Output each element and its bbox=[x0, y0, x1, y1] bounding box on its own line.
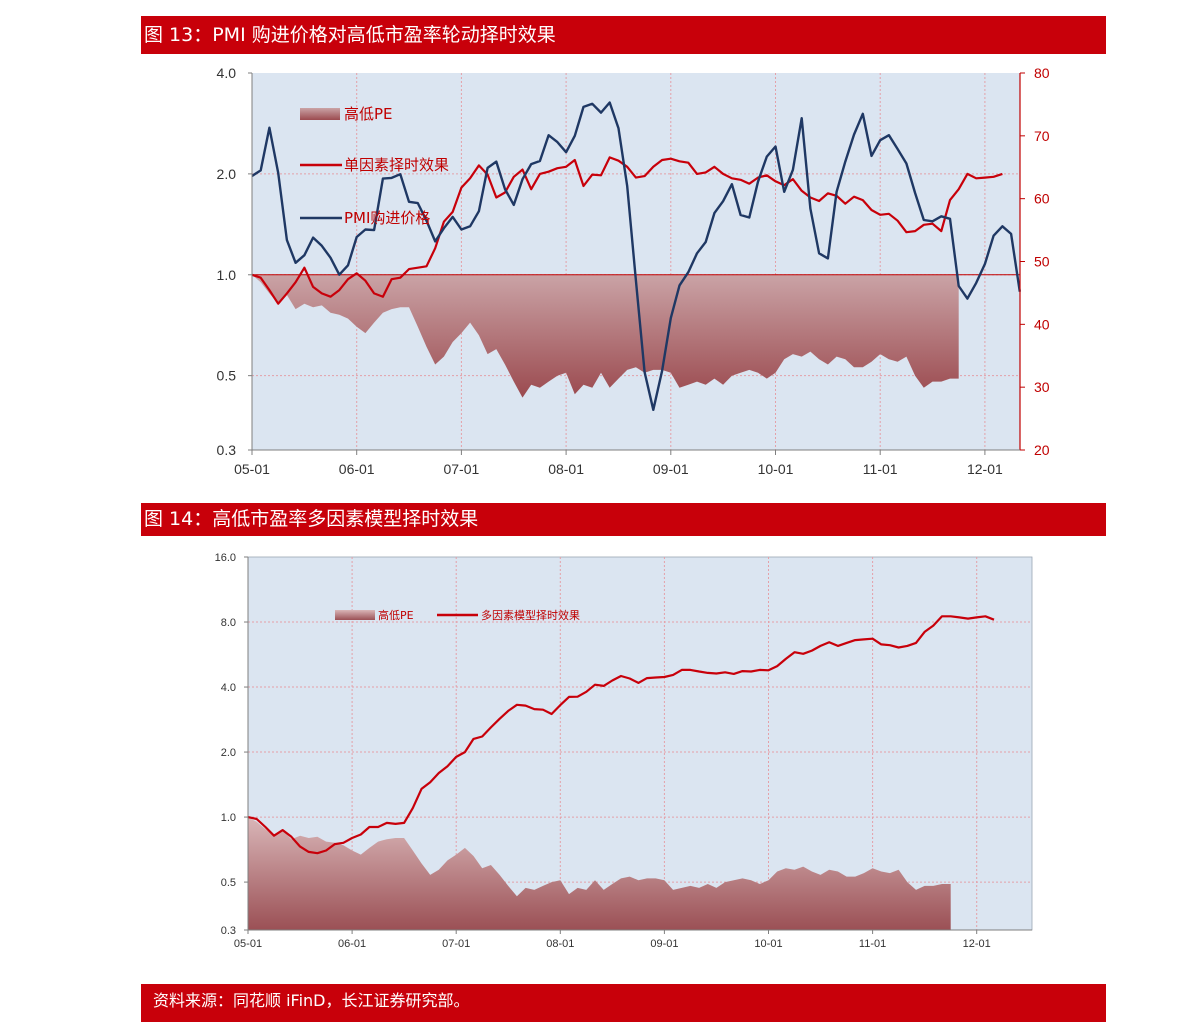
series-area-high-low-pe bbox=[248, 817, 951, 930]
y-tick-label-left: 2.0 bbox=[217, 166, 237, 182]
figure-14-title: 图 14：高低市盈率多因素模型择时效果 bbox=[141, 503, 1106, 536]
y-tick-label-left: 8.0 bbox=[221, 617, 236, 629]
y-tick-label-right: 30 bbox=[1034, 379, 1050, 395]
x-tick-label: 08-01 bbox=[548, 461, 584, 477]
x-tick-label: 05-01 bbox=[234, 938, 262, 950]
y-tick-label-left: 4.0 bbox=[221, 682, 236, 694]
y-tick-label-left: 0.3 bbox=[217, 442, 237, 458]
x-tick-label: 10-01 bbox=[758, 461, 794, 477]
y-tick-label-right: 50 bbox=[1034, 254, 1050, 270]
y-tick-label-left: 4.0 bbox=[217, 65, 237, 81]
y-tick-label-left: 1.0 bbox=[221, 812, 236, 824]
series-line-multi-factor bbox=[247, 615, 995, 855]
series-line-single-factor bbox=[251, 156, 1003, 305]
legend-label: 单因素择时效果 bbox=[344, 156, 449, 174]
y-tick-label-left: 0.5 bbox=[221, 877, 236, 889]
legend: 高低PE 单因素择时效果 PMI购进价格 bbox=[300, 105, 449, 227]
y-tick-label-left: 2.0 bbox=[221, 747, 236, 759]
series-area-high-low-pe bbox=[252, 274, 959, 398]
legend: 高低PE 多因素模型择时效果 bbox=[335, 608, 580, 622]
x-tick-label: 12-01 bbox=[963, 938, 991, 950]
x-tick-label: 06-01 bbox=[338, 938, 366, 950]
x-tick-label: 10-01 bbox=[754, 938, 782, 950]
legend-swatch-area bbox=[300, 108, 340, 120]
legend-label: 高低PE bbox=[378, 608, 414, 622]
y-tick-label-right: 70 bbox=[1034, 128, 1050, 144]
chart-pmi-rotation: 4.0 2.0 1.0 0.5 0.3 80 70 60 50 40 30 20 05-01 06-01 0… bbox=[217, 65, 1050, 477]
y-tick-label-right: 40 bbox=[1034, 316, 1050, 332]
x-tick-label: 07-01 bbox=[443, 461, 479, 477]
legend-label: 高低PE bbox=[344, 105, 393, 123]
y-tick-label-right: 60 bbox=[1034, 191, 1050, 207]
figure-13-title: 图 13：PMI 购进价格对高低市盈率轮动择时效果 bbox=[141, 16, 1106, 54]
x-tick-label: 05-01 bbox=[234, 461, 270, 477]
y-tick-label-left: 0.5 bbox=[217, 368, 237, 384]
x-tick-label: 11-01 bbox=[859, 938, 886, 950]
legend-label: PMI购进价格 bbox=[344, 209, 430, 227]
x-tick-label: 12-01 bbox=[967, 461, 1003, 477]
plot-area bbox=[252, 73, 1020, 450]
x-tick-label: 07-01 bbox=[442, 938, 470, 950]
y-tick-label-left: 1.0 bbox=[217, 267, 237, 283]
legend-label: 多因素模型择时效果 bbox=[481, 608, 580, 622]
x-tick-label: 06-01 bbox=[339, 461, 375, 477]
x-tick-label: 09-01 bbox=[650, 938, 678, 950]
legend-swatch-area bbox=[335, 610, 375, 620]
y-tick-label-left: 16.0 bbox=[215, 552, 236, 564]
y-tick-label-right: 20 bbox=[1034, 442, 1050, 458]
series-line-pmi-input-price bbox=[251, 101, 1021, 411]
y-tick-label-left: 0.3 bbox=[221, 925, 236, 937]
x-tick-label: 09-01 bbox=[653, 461, 689, 477]
chart-multifactor-model: 16.0 8.0 4.0 2.0 1.0 0.5 0.305-01 06-01 07-01 08-… bbox=[215, 552, 1033, 950]
source-note: 资料来源：同花顺 iFinD，长江证券研究部。 bbox=[141, 984, 1106, 1022]
y-tick-label-right: 80 bbox=[1034, 65, 1050, 81]
x-tick-label: 11-01 bbox=[863, 461, 898, 477]
x-tick-label: 08-01 bbox=[546, 938, 574, 950]
